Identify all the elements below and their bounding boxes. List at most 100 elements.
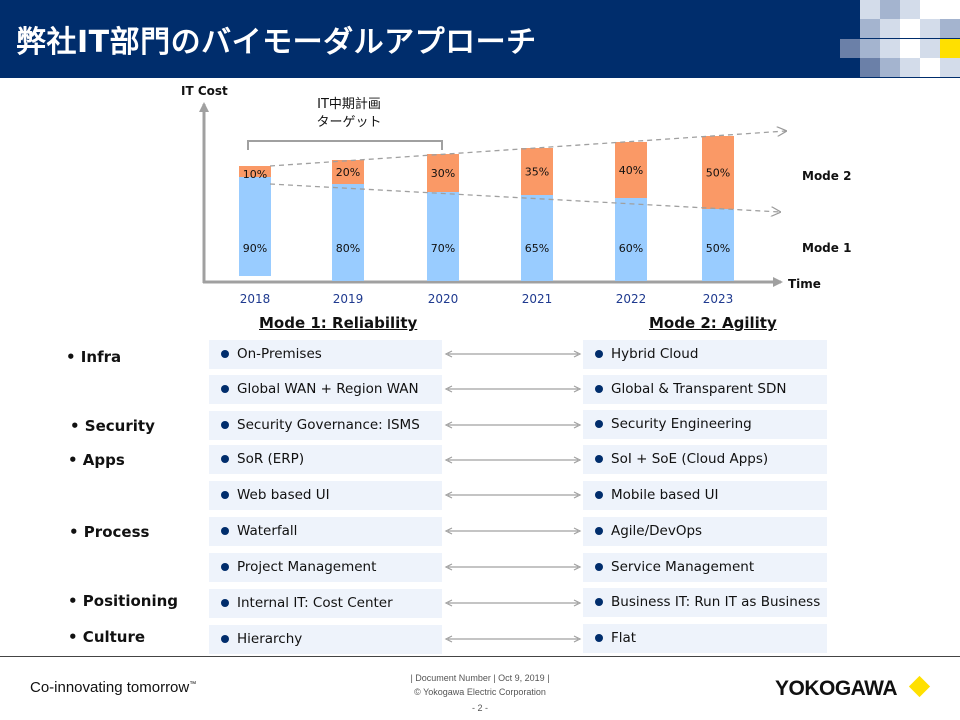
mode2-item-label: Business IT: Run IT as Business: [611, 594, 821, 610]
mode1-item: Global WAN + Region WAN: [209, 375, 442, 404]
bullet-dot-icon: [595, 562, 603, 571]
mosaic-square: [900, 58, 920, 77]
x-tick-label: 2018: [240, 292, 271, 306]
mode1-item-label: Security Governance: ISMS: [237, 417, 420, 433]
bullet-dot-icon: [221, 634, 229, 643]
mosaic-square: [940, 0, 960, 19]
bar-mode2: [521, 148, 553, 195]
mode1-item-label: Hierarchy: [237, 631, 303, 647]
double-arrow-icon: [444, 563, 582, 571]
mosaic-square: [880, 19, 900, 38]
mode1-item-label: SoR (ERP): [237, 451, 305, 467]
mode1-item: Security Governance: ISMS: [209, 411, 442, 440]
mosaic-square: [920, 58, 940, 77]
mosaic-square: [860, 58, 880, 77]
logo-diamond-icon: [908, 675, 931, 698]
bullet-dot-icon: [221, 454, 229, 463]
x-tick-label: 2021: [522, 292, 553, 306]
mode2-item-label: Global & Transparent SDN: [611, 381, 787, 397]
bar-mode2-label: 30%: [431, 167, 455, 180]
mosaic-square: [940, 39, 960, 58]
double-arrow-icon: [444, 527, 582, 535]
x-axis-label: Time: [788, 277, 821, 291]
x-tick-label: 2023: [703, 292, 734, 306]
mode1-item: Waterfall: [209, 517, 442, 546]
mode2-item: Global & Transparent SDN: [583, 375, 827, 404]
mode2-item-label: Mobile based UI: [611, 487, 719, 503]
bar-mode2-label: 10%: [243, 168, 267, 181]
mode2-item: Business IT: Run IT as Business: [583, 588, 827, 617]
bullet-dot-icon: [221, 598, 229, 607]
bar-mode1: [239, 177, 271, 276]
mode2-item-label: Security Engineering: [611, 416, 752, 432]
bullet-dot-icon: [221, 384, 229, 393]
mosaic-square: [860, 0, 880, 19]
bar-mode1: [521, 195, 553, 281]
slide-title: 弊社IT部門のバイモーダルアプローチ: [16, 25, 537, 60]
bullet-dot-icon: [595, 526, 603, 535]
mode2-item: Hybrid Cloud: [583, 340, 827, 369]
mosaic-square: [880, 58, 900, 77]
mosaic-square: [920, 19, 940, 38]
mode2-column-title: Mode 2: Agility: [649, 314, 777, 332]
category-apps: • Apps: [68, 451, 125, 469]
bar-mode2-label: 50%: [706, 167, 730, 180]
plan-bracket: [247, 140, 443, 150]
mode1-item: Hierarchy: [209, 625, 442, 654]
bar-mode2: [427, 154, 459, 192]
mode2-item-label: SoI + SoE (Cloud Apps): [611, 451, 769, 467]
bullet-dot-icon: [221, 420, 229, 429]
bar-mode2: [239, 166, 271, 177]
bullet-dot-icon: [595, 419, 603, 428]
mosaic-square: [900, 19, 920, 38]
bullet-dot-icon: [595, 454, 603, 463]
trademark-mark: ™: [189, 681, 197, 688]
mode1-item-label: Web based UI: [237, 487, 330, 503]
mode1-item-label: Global WAN + Region WAN: [237, 381, 419, 397]
title-bar: 弊社IT部門のバイモーダルアプローチ: [0, 0, 960, 78]
category-culture: • Culture: [68, 628, 146, 646]
bullet-dot-icon: [221, 562, 229, 571]
y-axis-label: IT Cost: [181, 84, 228, 98]
mode1-item: Internal IT: Cost Center: [209, 589, 442, 618]
mode1-item-label: Project Management: [237, 559, 377, 575]
bullet-dot-icon: [221, 490, 229, 499]
bar-mode2: [332, 160, 364, 184]
double-arrow-icon: [444, 599, 582, 607]
mode1-item-label: Internal IT: Cost Center: [237, 595, 393, 611]
mode2-item-label: Agile/DevOps: [611, 523, 703, 539]
bullet-dot-icon: [595, 384, 603, 393]
mode2-item: SoI + SoE (Cloud Apps): [583, 445, 827, 474]
mosaic-square: [900, 39, 920, 58]
footer-divider: [0, 656, 960, 657]
mosaic-square: [940, 58, 960, 77]
bar-mode1-label: 90%: [243, 242, 267, 255]
category-security: • Security: [70, 417, 155, 435]
copyright-text: © Yokogawa Electric Corporation: [414, 687, 546, 697]
mode1-trend-line: [269, 183, 780, 212]
mode1-item-label: Waterfall: [237, 523, 298, 539]
mode2-item: Mobile based UI: [583, 481, 827, 510]
mode2-item: Security Engineering: [583, 410, 827, 439]
legend-mode2: Mode 2: [802, 169, 851, 183]
bullet-dot-icon: [221, 526, 229, 535]
bullet-dot-icon: [595, 597, 603, 606]
mode2-item-label: Service Management: [611, 559, 755, 575]
mode2-item-label: Hybrid Cloud: [611, 346, 699, 362]
mode1-item: Project Management: [209, 553, 442, 582]
mode1-item: Web based UI: [209, 481, 442, 510]
mode1-item: On-Premises: [209, 340, 442, 369]
bar-group: 10% 90% 2018 20% 80% 2019 30% 70% 2020 35% 65% 2021…: [239, 136, 734, 306]
bullet-dot-icon: [595, 490, 603, 499]
bar-mode2: [615, 142, 647, 198]
mosaic-square: [860, 39, 880, 58]
bar-mode1: [702, 209, 734, 281]
tagline-text: Co-innovating tomorrow: [30, 679, 190, 696]
bar-mode1-label: 50%: [706, 242, 730, 255]
category-process: • Process: [69, 523, 150, 541]
bar-mode1-label: 70%: [431, 242, 455, 255]
double-arrow-icon: [444, 350, 582, 358]
bar-mode1-label: 65%: [525, 242, 549, 255]
mosaic-square: [940, 19, 960, 38]
bar-mode1: [427, 192, 459, 281]
